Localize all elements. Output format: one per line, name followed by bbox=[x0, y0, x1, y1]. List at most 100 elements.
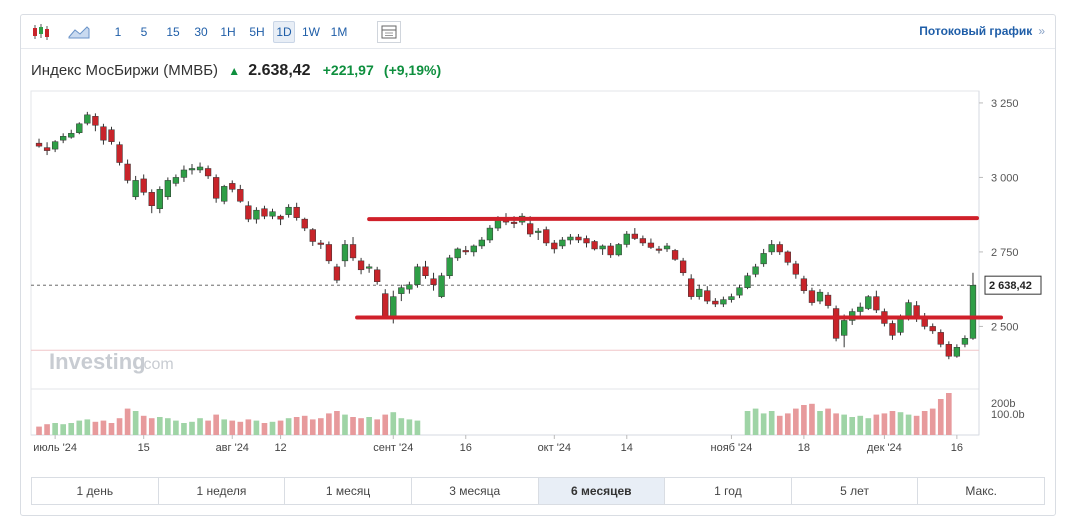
indicators-panel-icon[interactable] bbox=[377, 21, 401, 43]
candle[interactable] bbox=[688, 278, 695, 297]
interval-button-5h[interactable]: 5H bbox=[249, 25, 265, 39]
candle[interactable] bbox=[631, 233, 638, 239]
period-option[interactable]: 1 месяц bbox=[285, 478, 412, 504]
candle[interactable] bbox=[470, 245, 477, 253]
candle[interactable] bbox=[68, 133, 75, 138]
candle[interactable] bbox=[422, 266, 429, 277]
candle[interactable] bbox=[792, 263, 799, 275]
candle[interactable] bbox=[277, 215, 284, 220]
interval-button-1m[interactable]: 1M bbox=[330, 25, 348, 39]
candle[interactable] bbox=[430, 278, 437, 285]
candle[interactable] bbox=[575, 236, 582, 241]
candle[interactable] bbox=[905, 302, 912, 318]
candle[interactable] bbox=[382, 293, 389, 317]
candle[interactable] bbox=[841, 320, 848, 336]
candle[interactable] bbox=[285, 206, 292, 215]
candle[interactable] bbox=[180, 169, 188, 178]
candle[interactable] bbox=[720, 299, 727, 305]
candle[interactable] bbox=[567, 236, 574, 241]
candle[interactable] bbox=[116, 144, 123, 163]
candle[interactable] bbox=[961, 338, 969, 345]
candle[interactable] bbox=[816, 291, 824, 302]
candle[interactable] bbox=[406, 284, 413, 290]
candle[interactable] bbox=[132, 180, 139, 198]
streaming-chart-link[interactable]: Потоковый график» bbox=[919, 24, 1045, 38]
candle[interactable] bbox=[84, 114, 91, 124]
candle[interactable] bbox=[414, 266, 421, 285]
candle[interactable] bbox=[808, 290, 816, 303]
candle[interactable] bbox=[390, 296, 397, 318]
candle[interactable] bbox=[76, 123, 83, 133]
candle[interactable] bbox=[398, 287, 405, 294]
candle[interactable] bbox=[341, 244, 349, 262]
candle[interactable] bbox=[599, 245, 606, 250]
interval-button-1[interactable]: 1 bbox=[114, 25, 122, 39]
candle[interactable] bbox=[293, 206, 300, 218]
candle[interactable] bbox=[639, 238, 647, 244]
area-chart-type-icon[interactable] bbox=[67, 21, 91, 43]
candle[interactable] bbox=[438, 275, 445, 297]
candle[interactable] bbox=[929, 326, 936, 332]
candle[interactable] bbox=[349, 244, 357, 259]
price-chart-svg[interactable]: 3 250 3 000 2 750 2 500 Investing.com 200b100… bbox=[21, 89, 1055, 479]
candle[interactable] bbox=[446, 257, 453, 277]
candle[interactable] bbox=[857, 306, 864, 312]
candle[interactable] bbox=[309, 229, 316, 242]
interval-button-5[interactable]: 5 bbox=[140, 25, 148, 39]
candle[interactable] bbox=[196, 166, 204, 171]
candle[interactable] bbox=[776, 244, 783, 253]
candle[interactable] bbox=[744, 275, 751, 288]
candle[interactable] bbox=[35, 142, 43, 147]
candle[interactable] bbox=[462, 250, 469, 253]
candle[interactable] bbox=[108, 129, 115, 142]
candle[interactable] bbox=[229, 183, 236, 190]
period-option[interactable]: Макс. bbox=[965, 484, 997, 498]
candle[interactable] bbox=[317, 242, 324, 245]
candle[interactable] bbox=[647, 242, 655, 248]
candle[interactable] bbox=[824, 294, 832, 306]
candle[interactable] bbox=[148, 192, 155, 206]
candle[interactable] bbox=[704, 290, 711, 302]
candle[interactable] bbox=[374, 269, 381, 282]
candle[interactable] bbox=[591, 241, 598, 250]
candle[interactable] bbox=[454, 248, 461, 259]
candle[interactable] bbox=[43, 147, 51, 151]
candle[interactable] bbox=[478, 239, 485, 247]
candle[interactable] bbox=[51, 141, 59, 150]
candle[interactable] bbox=[333, 266, 341, 281]
candle[interactable] bbox=[679, 260, 687, 274]
candle[interactable] bbox=[832, 308, 840, 339]
candle[interactable] bbox=[800, 278, 808, 291]
candle[interactable] bbox=[712, 300, 719, 305]
candle[interactable] bbox=[551, 242, 558, 250]
candle[interactable] bbox=[535, 230, 542, 233]
candle[interactable] bbox=[873, 296, 880, 311]
candle[interactable] bbox=[164, 180, 171, 198]
period-option[interactable]: 1 день bbox=[32, 478, 159, 504]
candle[interactable] bbox=[213, 177, 220, 199]
candle[interactable] bbox=[736, 287, 743, 296]
candle[interactable] bbox=[486, 227, 494, 241]
candle[interactable] bbox=[945, 344, 952, 357]
candle[interactable] bbox=[204, 168, 212, 177]
candle[interactable] bbox=[696, 288, 703, 297]
period-option[interactable]: 6 месяцев bbox=[538, 478, 666, 504]
candle[interactable] bbox=[124, 163, 131, 181]
candle[interactable] bbox=[969, 285, 977, 339]
candle[interactable] bbox=[784, 251, 791, 263]
candle[interactable] bbox=[245, 205, 252, 220]
candle[interactable] bbox=[60, 136, 67, 141]
candle[interactable] bbox=[221, 186, 228, 202]
candle[interactable] bbox=[921, 318, 928, 327]
candle[interactable] bbox=[510, 221, 518, 224]
candle[interactable] bbox=[156, 189, 163, 209]
period-option[interactable]: 1 год bbox=[665, 478, 792, 504]
interval-button-1d[interactable]: 1D bbox=[273, 21, 295, 43]
candle[interactable] bbox=[937, 332, 944, 345]
candle[interactable] bbox=[768, 244, 775, 253]
candle[interactable] bbox=[325, 244, 333, 262]
candle[interactable] bbox=[728, 296, 735, 300]
candle[interactable] bbox=[655, 248, 663, 251]
candle[interactable] bbox=[92, 116, 99, 126]
candle[interactable] bbox=[365, 266, 373, 269]
